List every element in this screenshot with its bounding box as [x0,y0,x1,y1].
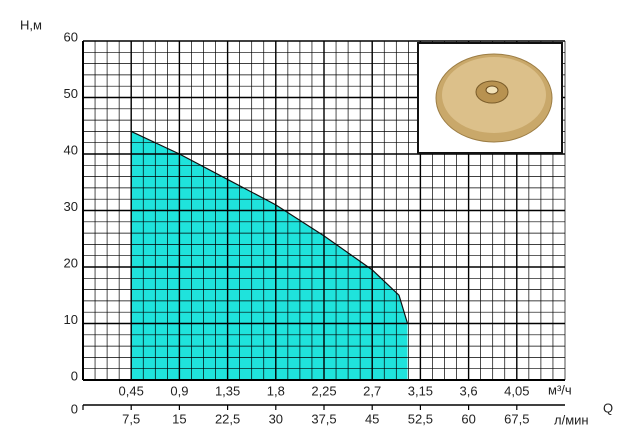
impeller-center [485,85,499,95]
y-tick-label: 50 [64,86,78,101]
x2-tick-label: 67,5 [504,411,529,426]
x-tick-label: 4,05 [504,383,529,398]
x-tick-label: 3,15 [408,383,433,398]
y-tick-label: 20 [64,255,78,270]
product-image [417,42,563,154]
y-tick-label: 0 [71,368,78,383]
y-axis-label: H,м [20,17,42,32]
x2-tick-label: 0 [71,401,78,416]
x-tick-label: 1,8 [267,383,285,398]
x2-tick-label: 45 [365,411,379,426]
x-tick-label: 2,7 [363,383,381,398]
y-tick-label: 60 [64,29,78,44]
x2-tick-label: 15 [172,411,186,426]
x-tick-label: 1,35 [215,383,240,398]
x-tick-label: 0,9 [170,383,188,398]
x2-tick-label: 52,5 [408,411,433,426]
x-tick-label: 2,25 [311,383,336,398]
x2-tick-label: 30 [269,411,283,426]
x-axis-label: Q [603,400,613,415]
x2-tick-label: 22,5 [215,411,240,426]
y-tick-label: 40 [64,142,78,157]
x2-tick-label: 60 [461,411,475,426]
x2-tick-label: 7,5 [122,411,140,426]
x-unit: м³/ч [548,382,572,397]
x2-tick-label: 37,5 [311,411,336,426]
x-tick-label: 0,45 [119,383,144,398]
y-tick-label: 30 [64,199,78,214]
x2-unit: л/мин [554,412,589,427]
x-tick-label: 3,6 [460,383,478,398]
y-tick-label: 10 [64,312,78,327]
